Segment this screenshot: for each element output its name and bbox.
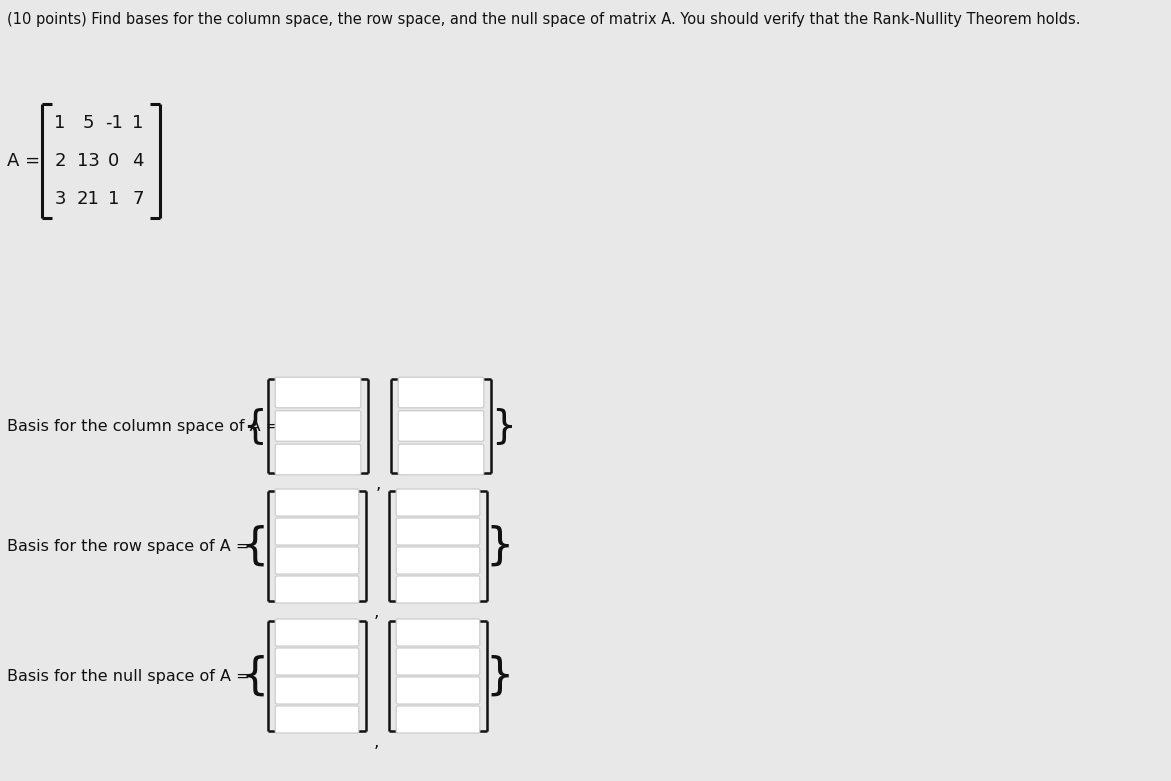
FancyBboxPatch shape (275, 377, 361, 408)
FancyBboxPatch shape (275, 576, 358, 603)
FancyBboxPatch shape (396, 619, 480, 646)
FancyBboxPatch shape (398, 444, 484, 475)
FancyBboxPatch shape (275, 547, 358, 574)
FancyBboxPatch shape (275, 706, 358, 733)
FancyBboxPatch shape (275, 411, 361, 441)
FancyBboxPatch shape (396, 677, 480, 704)
Text: 13: 13 (76, 152, 100, 170)
FancyBboxPatch shape (275, 489, 358, 516)
FancyBboxPatch shape (396, 648, 480, 675)
Text: 4: 4 (132, 152, 144, 170)
Text: Basis for the column space of A =: Basis for the column space of A = (7, 419, 279, 433)
Text: 5: 5 (82, 114, 94, 132)
FancyBboxPatch shape (396, 489, 480, 516)
Text: Basis for the row space of A =: Basis for the row space of A = (7, 539, 249, 554)
FancyBboxPatch shape (398, 377, 484, 408)
FancyBboxPatch shape (396, 547, 480, 574)
Text: ,: , (376, 475, 381, 493)
Text: ,: , (374, 733, 378, 751)
FancyBboxPatch shape (275, 518, 358, 545)
Text: {: { (241, 654, 269, 697)
Text: }: } (486, 525, 514, 568)
Text: Basis for the null space of A =: Basis for the null space of A = (7, 669, 249, 683)
FancyBboxPatch shape (275, 677, 358, 704)
Text: 1: 1 (54, 114, 66, 132)
FancyBboxPatch shape (396, 576, 480, 603)
Text: 1: 1 (132, 114, 144, 132)
Text: 2: 2 (54, 152, 66, 170)
Text: 1: 1 (108, 190, 119, 208)
Text: 0: 0 (109, 152, 119, 170)
Text: 21: 21 (76, 190, 100, 208)
Text: A =: A = (7, 152, 40, 170)
Text: (10 points) Find bases for the column space, the row space, and the null space o: (10 points) Find bases for the column sp… (7, 12, 1081, 27)
FancyBboxPatch shape (398, 411, 484, 441)
Text: 3: 3 (54, 190, 66, 208)
Text: {: { (242, 407, 267, 445)
Text: }: } (486, 654, 514, 697)
Text: -1: -1 (105, 114, 123, 132)
Text: 7: 7 (132, 190, 144, 208)
Text: }: } (492, 407, 516, 445)
Text: {: { (241, 525, 269, 568)
FancyBboxPatch shape (275, 648, 358, 675)
FancyBboxPatch shape (275, 619, 358, 646)
FancyBboxPatch shape (396, 706, 480, 733)
FancyBboxPatch shape (396, 518, 480, 545)
Text: ,: , (374, 603, 378, 621)
FancyBboxPatch shape (275, 444, 361, 475)
